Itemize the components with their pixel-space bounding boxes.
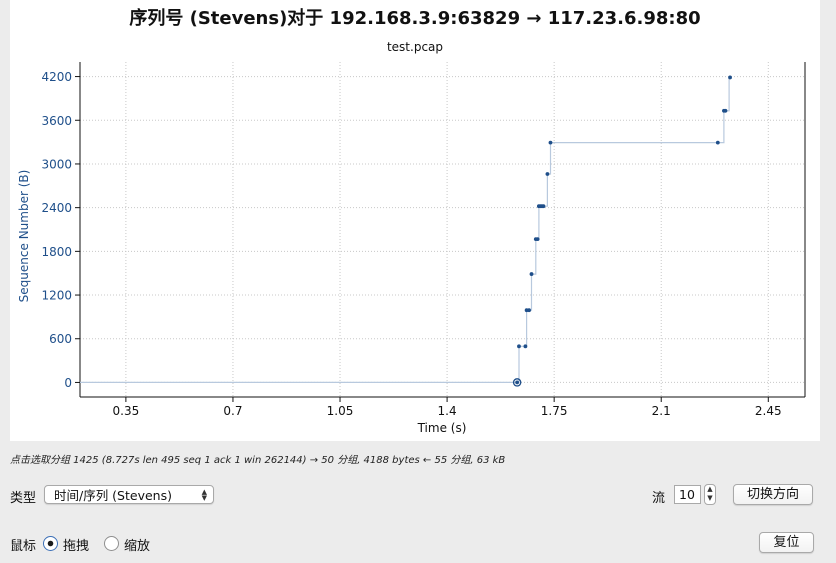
- data-point[interactable]: [535, 237, 540, 242]
- y-tick-label: 3000: [41, 157, 72, 171]
- chart-title: 序列号 (Stevens)对于 192.168.3.9:63829 → 117.…: [129, 7, 700, 29]
- zoom-radio[interactable]: [104, 536, 119, 551]
- data-point[interactable]: [541, 204, 546, 209]
- zoom-radio-label[interactable]: 缩放: [124, 539, 151, 554]
- data-points: [512, 75, 732, 387]
- data-point[interactable]: [523, 344, 528, 349]
- y-tick-label: 600: [49, 332, 72, 346]
- stream-stepper[interactable]: ▲ ▼: [704, 484, 716, 505]
- x-tick-label: 0.35: [113, 404, 140, 418]
- data-point[interactable]: [517, 344, 521, 349]
- stream-number-field[interactable]: 10: [674, 485, 701, 504]
- selected-point-marker: [512, 378, 522, 387]
- reset-button[interactable]: 复位: [759, 532, 814, 553]
- data-point[interactable]: [515, 380, 520, 385]
- plot-panel[interactable]: 序列号 (Stevens)对于 192.168.3.9:63829 → 117.…: [10, 0, 820, 441]
- data-point[interactable]: [548, 140, 553, 145]
- chart-subtitle: test.pcap: [387, 40, 443, 54]
- y-tick-label: 3600: [41, 114, 72, 128]
- sequence-step-line: [80, 77, 730, 383]
- y-tick-label: 1800: [41, 245, 72, 259]
- y-tick-label: 0: [64, 376, 72, 390]
- y-tick-label: 1200: [41, 289, 72, 303]
- data-point[interactable]: [723, 108, 728, 113]
- stream-label: 流: [652, 491, 666, 506]
- x-tick-label: 1.05: [327, 404, 354, 418]
- select-arrows-icon: ▲ ▼: [201, 488, 207, 502]
- y-axis-label: Sequence Number (B): [17, 170, 31, 303]
- axes: 0 600 1200 1800 2400 3000 3600 4200 0.35 0.7 1.05 1…: [41, 62, 806, 418]
- x-tick-label: 2.45: [755, 404, 782, 418]
- y-tick-label: 4200: [41, 70, 72, 84]
- data-point[interactable]: [529, 272, 534, 276]
- stepper-up-icon[interactable]: ▲: [707, 485, 713, 493]
- mouse-label: 鼠标: [10, 539, 37, 554]
- type-label: 类型: [10, 491, 37, 506]
- stepper-down-icon[interactable]: ▼: [707, 494, 713, 502]
- drag-radio[interactable]: [43, 536, 58, 551]
- x-axis-label: Time (s): [417, 421, 467, 435]
- drag-radio-label[interactable]: 拖拽: [63, 539, 90, 554]
- series-line: [80, 77, 730, 383]
- graph-type-select[interactable]: 时间/序列 (Stevens) ▲ ▼: [44, 485, 214, 504]
- graph-type-value: 时间/序列 (Stevens): [54, 488, 172, 503]
- x-tick-label: 1.4: [438, 404, 457, 418]
- x-tick-label: 2.1: [652, 404, 671, 418]
- x-tick-label: 1.75: [541, 404, 568, 418]
- y-tick-label: 2400: [41, 201, 72, 215]
- switch-direction-button[interactable]: 切换方向: [733, 484, 813, 505]
- data-point[interactable]: [728, 75, 732, 80]
- grid-lines: [80, 62, 805, 397]
- data-point[interactable]: [545, 172, 550, 176]
- data-point[interactable]: [715, 140, 720, 145]
- x-tick-label: 0.7: [223, 404, 242, 418]
- data-point[interactable]: [527, 308, 531, 313]
- sequence-graph[interactable]: 序列号 (Stevens)对于 192.168.3.9:63829 → 117.…: [10, 0, 820, 441]
- status-text: 点击选取分组 1425 (8.727s len 495 seq 1 ack 1 …: [10, 455, 506, 466]
